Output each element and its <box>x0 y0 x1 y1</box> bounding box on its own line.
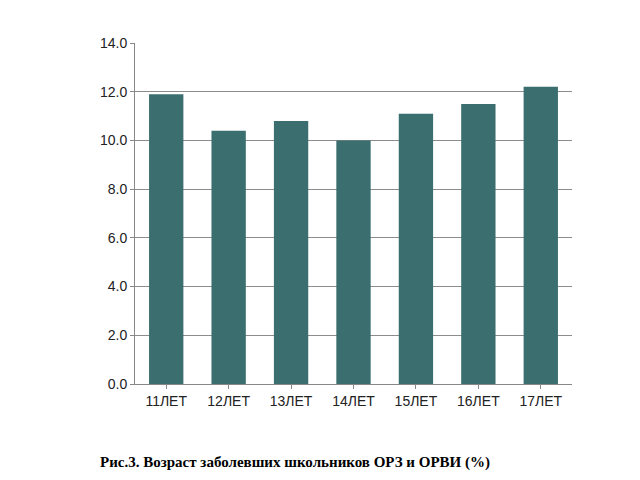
svg-text:11ЛЕТ: 11ЛЕТ <box>145 393 187 409</box>
svg-text:16ЛЕТ: 16ЛЕТ <box>457 393 500 409</box>
svg-text:15ЛЕТ: 15ЛЕТ <box>395 393 438 409</box>
svg-text:14.0: 14.0 <box>100 35 127 51</box>
svg-text:6.0: 6.0 <box>108 230 128 246</box>
svg-text:8.0: 8.0 <box>108 181 128 197</box>
svg-text:12.0: 12.0 <box>100 84 127 100</box>
svg-text:14ЛЕТ: 14ЛЕТ <box>332 393 375 409</box>
svg-text:17ЛЕТ: 17ЛЕТ <box>519 393 562 409</box>
svg-text:2.0: 2.0 <box>108 327 128 343</box>
svg-text:12ЛЕТ: 12ЛЕТ <box>207 393 250 409</box>
svg-text:Рис.3. Возраст заболевших школ: Рис.3. Возраст заболевших школьников ОРЗ… <box>100 454 490 471</box>
svg-text:4.0: 4.0 <box>108 278 128 294</box>
svg-text:13ЛЕТ: 13ЛЕТ <box>270 393 313 409</box>
svg-text:0.0: 0.0 <box>108 376 128 392</box>
svg-text:10.0: 10.0 <box>100 132 127 148</box>
